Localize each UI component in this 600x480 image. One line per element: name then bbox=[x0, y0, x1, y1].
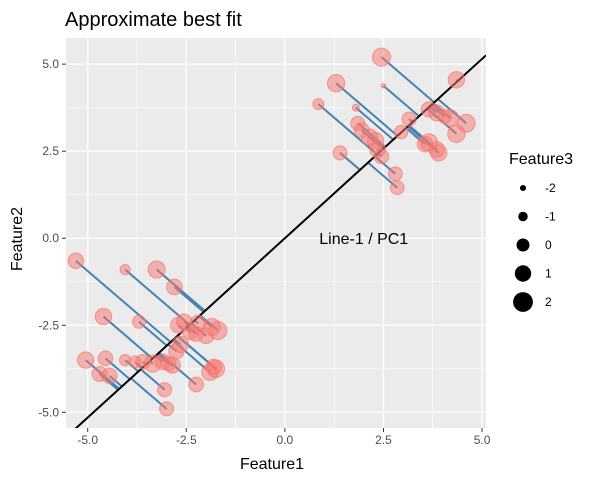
legend: Feature3 -2 -1 0 1 2 bbox=[509, 151, 573, 316]
projection-segment bbox=[380, 56, 435, 104]
x-tick-label: 2.5 bbox=[375, 433, 392, 447]
y-tick-label: 5.0 bbox=[42, 57, 59, 71]
y-tick-label: -2.5 bbox=[38, 318, 59, 332]
data-points bbox=[67, 47, 476, 417]
legend-key-label: 1 bbox=[545, 267, 552, 281]
projection-segment bbox=[382, 84, 420, 117]
legend-title: Feature3 bbox=[509, 151, 573, 168]
legend-key-label: 2 bbox=[545, 295, 552, 309]
projection-segment bbox=[130, 377, 168, 410]
data-point bbox=[387, 166, 403, 182]
projection-segment bbox=[335, 82, 399, 137]
data-point bbox=[119, 263, 131, 276]
plot-panel bbox=[66, 38, 486, 428]
data-point bbox=[97, 350, 114, 367]
data-point bbox=[159, 401, 175, 417]
data-point bbox=[67, 252, 85, 270]
chart-title: Approximate best fit bbox=[65, 9, 242, 31]
projection-segment bbox=[75, 260, 172, 343]
projection-segment bbox=[317, 103, 378, 156]
legend-key-circle bbox=[514, 265, 532, 282]
grid-lines bbox=[66, 38, 486, 428]
data-point bbox=[371, 47, 392, 67]
data-point bbox=[389, 180, 405, 196]
data-point bbox=[131, 314, 146, 329]
y-tick-label: 2.5 bbox=[42, 144, 59, 158]
data-point bbox=[170, 316, 187, 334]
data-point bbox=[197, 327, 215, 345]
data-point bbox=[166, 278, 183, 296]
legend-key-label: -2 bbox=[545, 181, 556, 195]
legend-key-label: 0 bbox=[545, 238, 552, 252]
y-axis-title: Feature2 bbox=[9, 207, 26, 271]
legend-key-circle bbox=[519, 184, 527, 192]
data-point bbox=[441, 109, 460, 127]
x-axis: -5.0 -2.5 0.0 2.5 5.0 bbox=[77, 428, 491, 447]
data-point bbox=[201, 363, 219, 381]
data-point bbox=[394, 124, 409, 140]
projection-segment bbox=[102, 315, 154, 360]
data-point bbox=[164, 356, 181, 374]
data-point bbox=[447, 71, 466, 89]
data-point bbox=[77, 351, 95, 369]
data-point bbox=[401, 111, 417, 127]
data-point bbox=[373, 148, 390, 165]
data-point bbox=[447, 124, 466, 143]
y-tick-label: -5.0 bbox=[38, 405, 59, 419]
data-point bbox=[101, 367, 118, 384]
data-point bbox=[380, 82, 387, 89]
data-point bbox=[157, 382, 173, 398]
data-point bbox=[312, 98, 325, 111]
data-point bbox=[326, 74, 346, 93]
legend-key-circle bbox=[518, 211, 528, 222]
y-axis: -5.0 -2.5 0.0 2.5 5.0 bbox=[38, 57, 66, 419]
legend-key-label: -1 bbox=[545, 210, 556, 224]
data-point bbox=[351, 103, 360, 112]
data-point bbox=[147, 260, 166, 279]
x-tick-label: -5.0 bbox=[77, 433, 98, 447]
x-tick-label: -2.5 bbox=[176, 433, 197, 447]
x-tick-label: 5.0 bbox=[474, 433, 491, 447]
legend-key-circle bbox=[516, 238, 530, 252]
y-tick-label: 0.0 bbox=[42, 231, 59, 245]
data-point bbox=[332, 145, 348, 161]
legend-key-circle bbox=[513, 292, 533, 312]
line-annotation: Line-1 / PC1 bbox=[319, 231, 408, 248]
projection-segment bbox=[355, 106, 394, 141]
data-point bbox=[94, 307, 113, 326]
data-point bbox=[188, 376, 204, 393]
x-tick-label: 0.0 bbox=[277, 433, 294, 447]
x-axis-title: Feature1 bbox=[240, 456, 304, 473]
data-point bbox=[429, 144, 448, 162]
